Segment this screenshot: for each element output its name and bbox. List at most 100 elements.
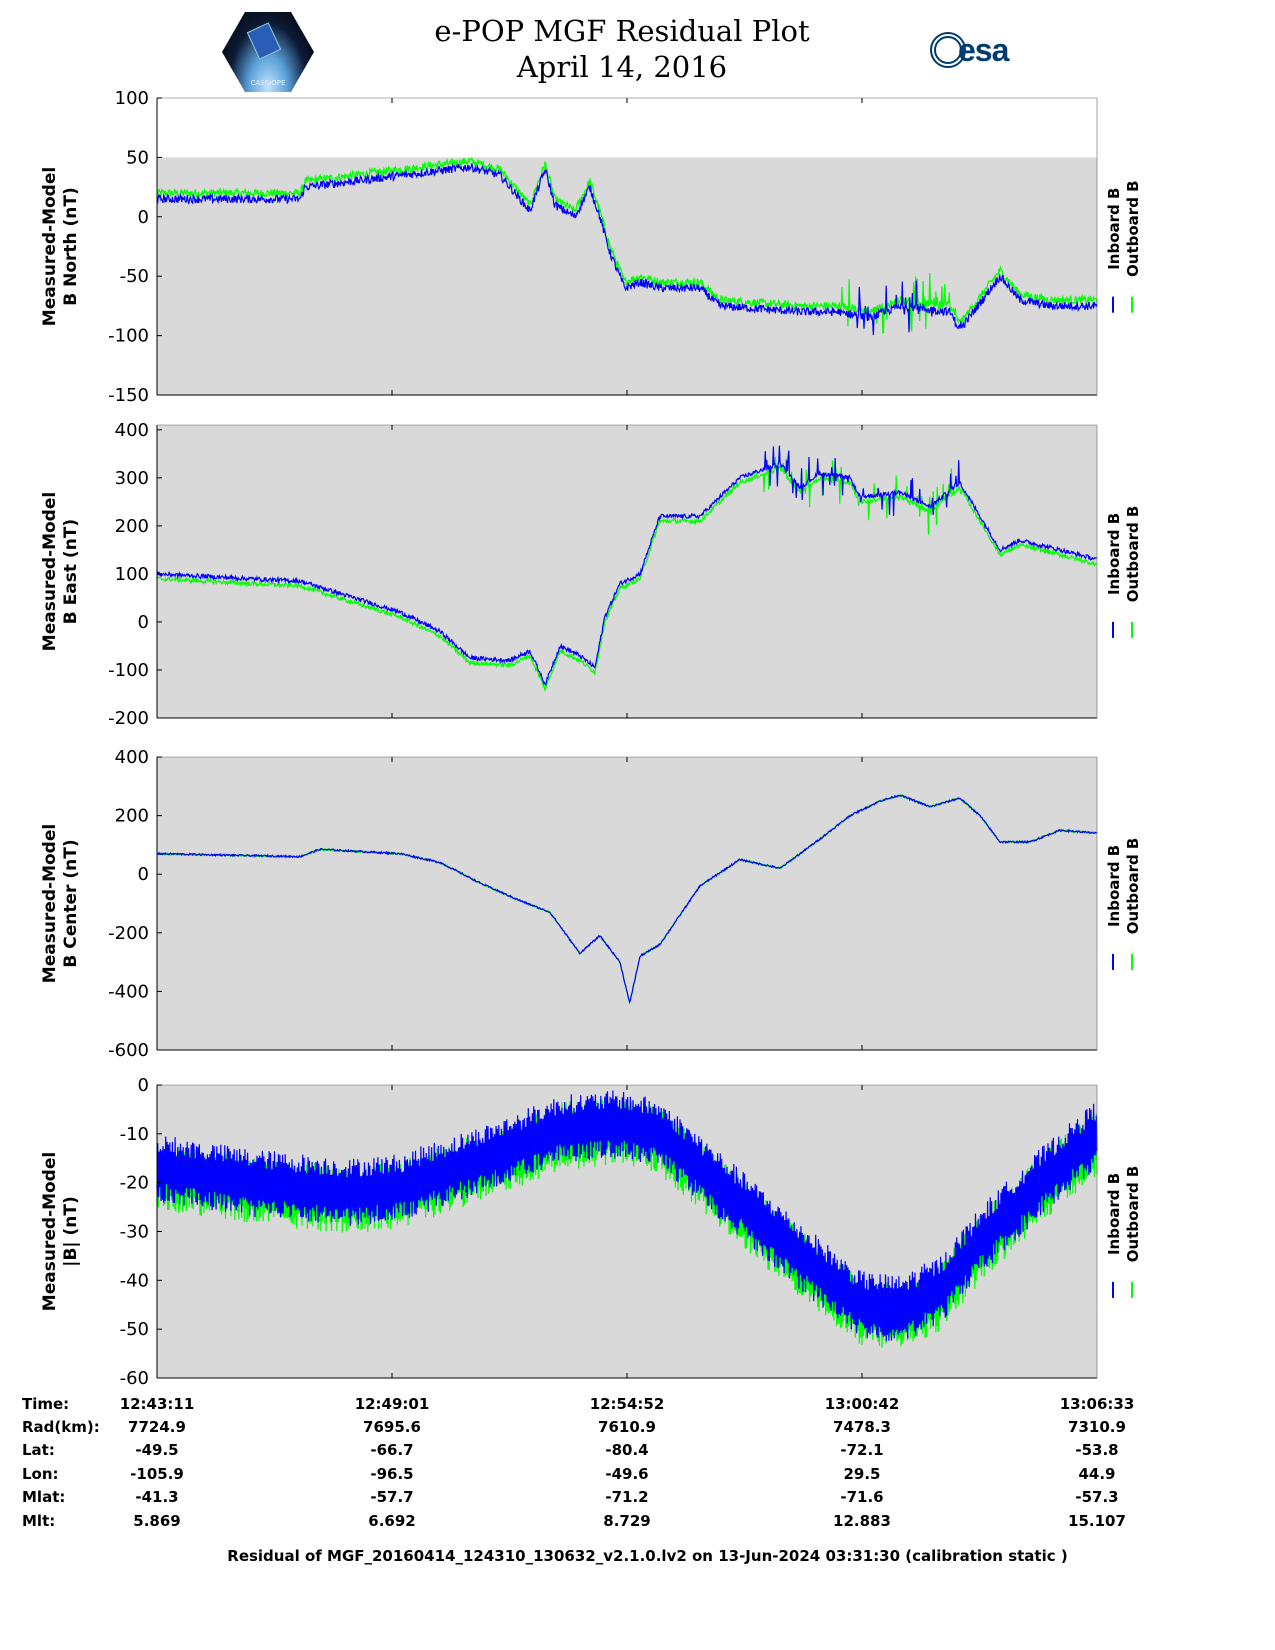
esa-logo-text: esa [958,31,1009,68]
y-tick-label: -30 [120,1222,149,1243]
info-cell: -80.4 [605,1441,649,1459]
y-axis-label-line: Measured-Model [40,167,60,326]
info-cell: 13:00:42 [824,1395,900,1413]
legend-label: Inboard B [1105,513,1123,595]
panel-3: 400 200 0 -200 -400 -600 Measured-ModelB Cente… [40,747,1142,1061]
info-cell: 12:54:52 [589,1395,665,1413]
panel-1: 100 50 0 -50 -100 -150 Measured-ModelB North (… [40,88,1142,406]
info-cell: -57.3 [1075,1488,1119,1506]
info-cell: 44.9 [1078,1465,1116,1483]
y-axis-label-line: B Center (nT) [61,839,81,967]
info-cell: 29.5 [843,1465,881,1483]
legend-label: Outboard B [1124,1166,1142,1263]
y-tick-label: 0 [138,864,149,885]
series-inboard-b [156,1090,1098,1342]
y-axis-label-line: B East (nT) [61,519,81,624]
y-tick-label: -40 [120,1270,149,1291]
info-row-label: Lat: [22,1441,55,1459]
info-cell: 13:06:33 [1059,1395,1135,1413]
plot-area [157,757,1097,1050]
y-tick-label: -100 [108,326,149,347]
y-tick-label: -60 [120,1368,149,1389]
info-cell: 8.729 [603,1512,651,1530]
series-inboard-b [156,794,1097,1004]
info-cell: -53.8 [1075,1441,1119,1459]
legend-label: Outboard B [1124,838,1142,935]
y-tick-label: -600 [108,1040,149,1061]
info-cell: -71.6 [840,1488,884,1506]
footer-caption: Residual of MGF_20160414_124310_130632_v… [227,1547,1068,1565]
y-tick-label: -50 [120,1319,149,1340]
y-tick-label: 300 [115,468,149,489]
series-inboard-b [156,445,1098,687]
info-cell: 5.869 [133,1512,181,1530]
y-tick-label: 0 [138,207,149,228]
y-axis-label-line: Measured-Model [40,1152,60,1311]
y-tick-label: -20 [120,1173,149,1194]
y-tick-label: -100 [108,660,149,681]
plot-area [157,157,1097,395]
info-cell: -57.7 [370,1488,414,1506]
info-cell: 7610.9 [598,1418,656,1436]
y-axis-label: Measured-ModelB East (nT) [40,492,81,651]
info-cell: 7478.3 [833,1418,891,1436]
info-cell: 12:43:11 [119,1395,195,1413]
y-tick-label: 0 [138,612,149,633]
plot-date: April 14, 2016 [516,50,728,84]
y-tick-label: 50 [126,147,149,168]
esa-logo: esa [930,30,1009,70]
y-tick-label: 100 [115,564,149,585]
plot-area [157,425,1097,718]
y-tick-label: 0 [138,1075,149,1096]
info-cell: -71.2 [605,1488,649,1506]
info-cell: -105.9 [130,1465,184,1483]
info-cell: 6.692 [368,1512,416,1530]
legend-label: Outboard B [1124,506,1142,603]
info-cell: -41.3 [135,1488,179,1506]
panel-4: 0 -10 -20 -30 -40 -50 -60 Measured-Model|B| (nT… [40,1075,1142,1389]
y-axis-label: Measured-Model|B| (nT) [40,1152,81,1311]
y-tick-label: -400 [108,981,149,1002]
info-row-label: Rad(km): [22,1418,100,1436]
info-cell: 15.107 [1068,1512,1126,1530]
panel-2: 400 300 200 100 0 -100 -200 Measured-ModelB Eas… [40,420,1142,729]
cassiope-logo-text: CASSIOPE [250,79,286,87]
info-row-label: Mlt: [22,1512,56,1530]
legend-label: Inboard B [1105,845,1123,927]
y-tick-label: -150 [108,385,149,406]
info-cell: 12:49:01 [354,1395,430,1413]
info-cell: -66.7 [370,1441,414,1459]
legend-label: Inboard B [1105,188,1123,270]
info-cell: -49.6 [605,1465,649,1483]
y-tick-label: -10 [120,1124,149,1145]
info-cell: -49.5 [135,1441,179,1459]
info-row-label: Mlat: [22,1488,66,1506]
y-tick-label: -50 [120,266,149,287]
y-axis-label-line: |B| (nT) [61,1196,81,1267]
y-axis-label-line: B North (nT) [61,187,81,306]
y-tick-label: 200 [115,516,149,537]
esa-ring-icon [930,32,966,68]
info-cell: 7695.6 [363,1418,421,1436]
y-tick-label: -200 [108,708,149,729]
y-axis-label-line: Measured-Model [40,824,60,983]
info-cell: 12.883 [833,1512,891,1530]
info-cell: -72.1 [840,1441,884,1459]
y-tick-label: 400 [115,420,149,441]
y-tick-label: 400 [115,747,149,768]
info-cell: -96.5 [370,1465,414,1483]
info-row-label: Time: [22,1395,70,1413]
y-tick-label: -200 [108,923,149,944]
y-axis-label: Measured-ModelB North (nT) [40,167,81,326]
legend-label: Outboard B [1124,180,1142,277]
series-outboard-b [156,457,1098,691]
y-axis-label-line: Measured-Model [40,492,60,651]
series-inboard-b [156,162,1098,336]
plot-title: e-POP MGF Residual Plot [434,14,810,48]
legend-label: Inboard B [1105,1173,1123,1255]
y-tick-label: 100 [115,88,149,109]
info-row-label: Lon: [22,1465,59,1483]
info-cell: 7310.9 [1068,1418,1126,1436]
series-outboard-b [156,156,1098,334]
